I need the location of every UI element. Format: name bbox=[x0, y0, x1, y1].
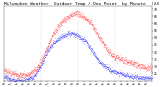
Text: Milwaukee Weather  Outdoor Temp / Dew Point  by Minute  (24 Hours) (Alternate): Milwaukee Weather Outdoor Temp / Dew Poi… bbox=[4, 2, 160, 6]
